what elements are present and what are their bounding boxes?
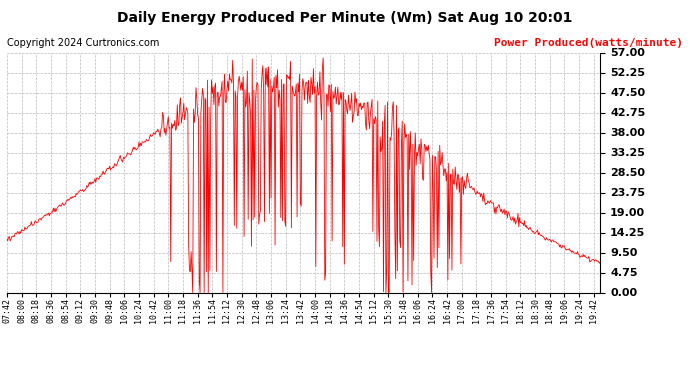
Text: Copyright 2024 Curtronics.com: Copyright 2024 Curtronics.com — [7, 38, 159, 48]
Text: Daily Energy Produced Per Minute (Wm) Sat Aug 10 20:01: Daily Energy Produced Per Minute (Wm) Sa… — [117, 11, 573, 25]
Text: Power Produced(watts/minute): Power Produced(watts/minute) — [494, 38, 683, 48]
